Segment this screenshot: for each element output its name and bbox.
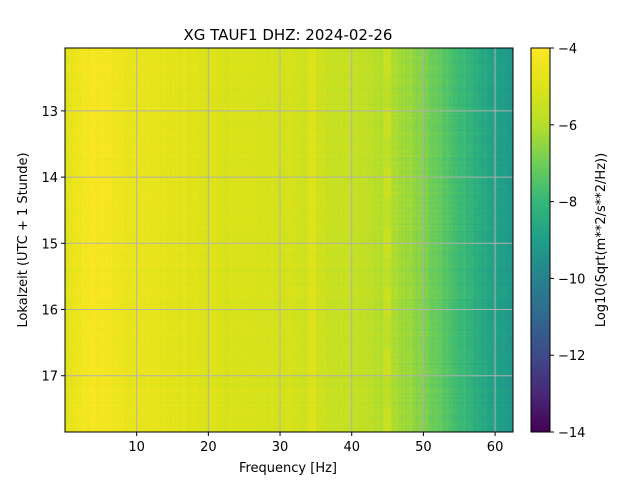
y-tick-label: 14 — [41, 171, 58, 186]
x-tick-label: 40 — [343, 440, 360, 455]
plot-frame — [64, 47, 514, 433]
chart-title: XG TAUF1 DHZ: 2024-02-26 — [184, 26, 393, 44]
colorbar-tick-label: −6 — [558, 119, 577, 134]
colorbar-tick-label: −4 — [558, 42, 577, 57]
y-tick-label: 16 — [41, 304, 58, 319]
x-tick-label: 50 — [415, 440, 432, 455]
x-tick-label: 10 — [128, 440, 145, 455]
grid-lines — [65, 48, 513, 432]
x-tick-label: 60 — [487, 440, 504, 455]
x-axis-ticks: 10 20 30 40 50 60 — [128, 432, 503, 455]
x-axis-label: Frequency [Hz] — [239, 461, 337, 476]
colorbar-tick-label: −8 — [558, 196, 577, 211]
colorbar-tick-label: −10 — [558, 272, 585, 287]
colorbar-ticks: −4 −6 −8 −10 −12 −14 — [550, 42, 585, 441]
colorbar — [530, 47, 551, 433]
x-tick-label: 30 — [272, 440, 289, 455]
colorbar-tick-label: −14 — [558, 426, 585, 441]
y-tick-label: 15 — [41, 237, 58, 252]
y-axis-ticks: 13 14 15 16 17 — [41, 105, 65, 385]
colorbar-label: Log10(Sqrt(m**2/s**2/Hz)) — [594, 153, 609, 327]
plot-area — [65, 48, 513, 432]
y-tick-label: 17 — [41, 370, 58, 385]
spectrogram-heatmap — [65, 48, 513, 432]
y-tick-label: 13 — [41, 105, 58, 120]
colorbar-tick-label: −12 — [558, 349, 585, 364]
y-axis-label: Lokalzeit (UTC + 1 Stunde) — [16, 152, 31, 327]
x-tick-label: 20 — [200, 440, 217, 455]
